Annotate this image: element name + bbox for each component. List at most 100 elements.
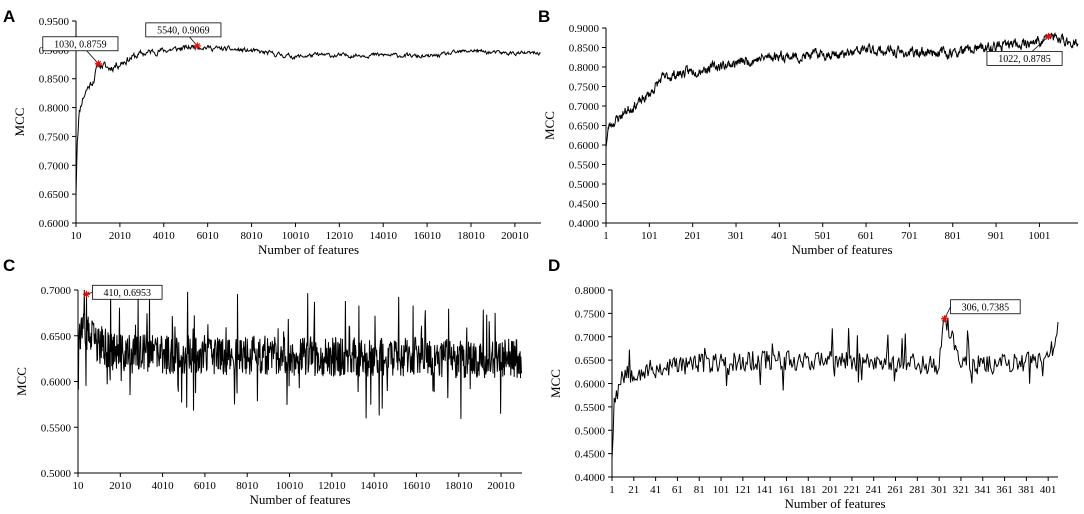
annotation-box xyxy=(986,50,1063,66)
y-tick-label: 0.7000 xyxy=(41,285,72,297)
y-tick-label: 0.7000 xyxy=(575,332,606,344)
y-tick-label: 0.8500 xyxy=(569,43,600,55)
y-tick-label: 0.5500 xyxy=(569,160,600,172)
series-line xyxy=(77,289,523,419)
x-tick-label: 321 xyxy=(953,484,970,496)
x-tick-label: 4010 xyxy=(153,230,176,242)
x-tick-label: 1 xyxy=(609,484,615,496)
x-tick-label: 18010 xyxy=(445,480,473,492)
x-axis-title: Number of features xyxy=(791,242,892,257)
x-tick-label: 2010 xyxy=(109,230,132,242)
x-tick-label: 801 xyxy=(944,230,961,242)
x-tick-label: 12010 xyxy=(326,230,354,242)
annotation-label: 5540, 0.9069 xyxy=(157,25,210,36)
y-tick-label: 0.5500 xyxy=(575,402,606,414)
x-tick-label: 261 xyxy=(887,484,904,496)
y-tick-label: 0.5000 xyxy=(569,179,600,191)
panel-letter: A xyxy=(3,7,15,26)
x-tick-label: 10010 xyxy=(282,230,310,242)
x-tick-label: 221 xyxy=(844,484,861,496)
x-tick-label: 8010 xyxy=(236,480,259,492)
y-tick-label: 0.6000 xyxy=(41,377,72,389)
x-tick-label: 161 xyxy=(778,484,795,496)
annotation-box xyxy=(950,299,1021,315)
annotation-box xyxy=(92,284,163,300)
annotation-marker xyxy=(82,290,90,298)
y-tick-label: 0.4500 xyxy=(569,199,600,211)
x-tick-label: 401 xyxy=(771,230,788,242)
x-tick-label: 601 xyxy=(858,230,875,242)
x-tick-label: 12010 xyxy=(318,480,346,492)
x-tick-label: 201 xyxy=(684,230,701,242)
annotation-marker xyxy=(941,315,949,323)
annotation-label: 410, 0.6953 xyxy=(104,288,152,299)
panel-d: D 0.4000 0.4500 0.5000 0.5500 0.6000 0.6500 0.7… xyxy=(548,256,1059,511)
y-tick-label: 0.6500 xyxy=(575,355,606,367)
annotation-box xyxy=(42,36,119,52)
x-tick-label: 20010 xyxy=(487,480,515,492)
panel-c: C 0.5000 0.5500 0.6000 0.6500 0.7000 10 2010 401… xyxy=(3,256,523,507)
y-tick-label: 0.4000 xyxy=(569,218,600,230)
x-tick-label: 101 xyxy=(641,230,658,242)
x-axis-title: Number of features xyxy=(258,242,359,257)
x-tick-label: 341 xyxy=(975,484,992,496)
x-tick-label: 361 xyxy=(996,484,1013,496)
annotation-box xyxy=(145,22,222,38)
x-tick-label: 201 xyxy=(822,484,839,496)
y-tick-label: 0.6500 xyxy=(41,331,72,343)
x-tick-label: 6010 xyxy=(197,230,220,242)
y-tick-label: 0.7500 xyxy=(569,82,600,94)
annotation-label: 1030, 0.8759 xyxy=(54,39,107,50)
x-tick-label: 6010 xyxy=(194,480,217,492)
y-tick-label: 0.7500 xyxy=(575,308,606,320)
x-tick-label: 14010 xyxy=(360,480,388,492)
y-tick-label: 0.5000 xyxy=(575,425,606,437)
y-tick-label: 0.6500 xyxy=(39,189,70,201)
panel-letter: D xyxy=(548,256,560,275)
panel-a: A 0.6000 0.6500 0.7000 0.7500 0.8000 0.8500 0.9… xyxy=(3,7,541,257)
panel-b: B 0.4000 0.4500 0.5000 0.5500 0.6000 0.6500 0.7… xyxy=(538,7,1079,257)
y-tick-label: 0.6000 xyxy=(575,379,606,391)
y-axis-title: MCC xyxy=(12,108,27,137)
x-tick-label: 1001 xyxy=(1028,230,1050,242)
x-tick-label: 16010 xyxy=(403,480,431,492)
x-tick-label: 4010 xyxy=(152,480,175,492)
x-tick-label: 701 xyxy=(901,230,918,242)
x-tick-label: 81 xyxy=(694,484,705,496)
y-tick-label: 0.8000 xyxy=(39,103,70,115)
annotation-marker xyxy=(94,60,102,68)
series-line xyxy=(75,44,541,196)
y-tick-label: 0.7000 xyxy=(39,160,70,172)
series-line xyxy=(611,317,1059,459)
annotation-marker xyxy=(193,42,201,50)
x-tick-label: 21 xyxy=(628,484,639,496)
panel-letter: C xyxy=(3,256,15,275)
y-tick-label: 0.5500 xyxy=(41,422,72,434)
x-axis-title: Number of features xyxy=(249,492,350,507)
x-tick-label: 10010 xyxy=(276,480,304,492)
y-tick-label: 0.9500 xyxy=(39,16,70,28)
x-tick-label: 301 xyxy=(931,484,948,496)
x-tick-label: 16010 xyxy=(413,230,441,242)
y-tick-label: 0.6000 xyxy=(39,218,70,230)
y-tick-label: 0.7500 xyxy=(39,131,70,143)
y-tick-label: 0.4000 xyxy=(575,472,606,484)
y-tick-label: 0.8000 xyxy=(569,62,600,74)
series-line xyxy=(605,32,1079,148)
y-axis-title: MCC xyxy=(14,367,29,396)
y-tick-label: 0.6500 xyxy=(569,121,600,133)
x-tick-label: 2010 xyxy=(109,480,132,492)
annotation-leader xyxy=(944,306,951,319)
y-tick-label: 0.9000 xyxy=(569,23,600,35)
y-tick-label: 0.7000 xyxy=(569,101,600,113)
y-tick-label: 0.4500 xyxy=(575,449,606,461)
x-tick-label: 10 xyxy=(73,480,85,492)
x-tick-label: 10 xyxy=(71,230,83,242)
x-tick-label: 41 xyxy=(650,484,661,496)
x-tick-label: 381 xyxy=(1018,484,1035,496)
x-tick-label: 241 xyxy=(865,484,882,496)
x-tick-label: 401 xyxy=(1040,484,1057,496)
x-tick-label: 301 xyxy=(728,230,745,242)
x-tick-label: 18010 xyxy=(457,230,485,242)
